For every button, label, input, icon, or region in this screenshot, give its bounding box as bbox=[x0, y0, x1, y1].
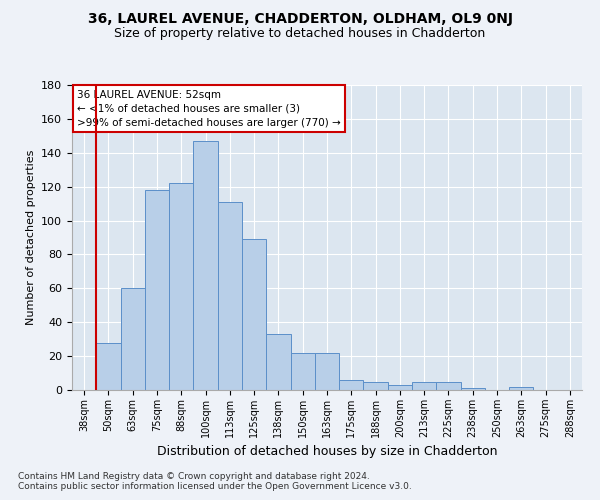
Bar bbox=[145, 190, 169, 390]
Text: Contains public sector information licensed under the Open Government Licence v3: Contains public sector information licen… bbox=[18, 482, 412, 491]
Bar bbox=[509, 386, 533, 390]
Bar bbox=[169, 184, 193, 390]
Bar bbox=[96, 342, 121, 390]
Bar bbox=[266, 334, 290, 390]
Bar bbox=[339, 380, 364, 390]
Bar bbox=[242, 239, 266, 390]
Bar bbox=[412, 382, 436, 390]
Text: Contains HM Land Registry data © Crown copyright and database right 2024.: Contains HM Land Registry data © Crown c… bbox=[18, 472, 370, 481]
Text: Size of property relative to detached houses in Chadderton: Size of property relative to detached ho… bbox=[115, 28, 485, 40]
Bar bbox=[461, 388, 485, 390]
Bar bbox=[193, 141, 218, 390]
Bar bbox=[218, 202, 242, 390]
Bar bbox=[388, 385, 412, 390]
Bar bbox=[290, 352, 315, 390]
Text: 36 LAUREL AVENUE: 52sqm
← <1% of detached houses are smaller (3)
>99% of semi-de: 36 LAUREL AVENUE: 52sqm ← <1% of detache… bbox=[77, 90, 341, 128]
Bar bbox=[436, 382, 461, 390]
Y-axis label: Number of detached properties: Number of detached properties bbox=[26, 150, 35, 325]
Text: 36, LAUREL AVENUE, CHADDERTON, OLDHAM, OL9 0NJ: 36, LAUREL AVENUE, CHADDERTON, OLDHAM, O… bbox=[88, 12, 512, 26]
Bar bbox=[315, 352, 339, 390]
X-axis label: Distribution of detached houses by size in Chadderton: Distribution of detached houses by size … bbox=[157, 446, 497, 458]
Bar bbox=[121, 288, 145, 390]
Bar bbox=[364, 382, 388, 390]
